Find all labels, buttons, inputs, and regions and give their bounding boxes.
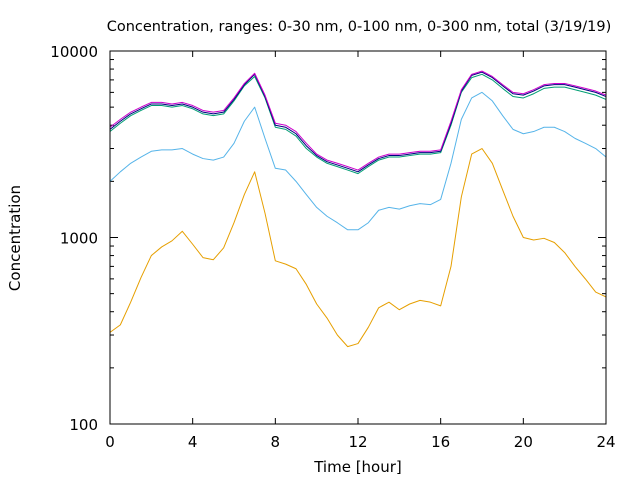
series-line-3	[109, 73, 607, 175]
series-line-4	[109, 71, 607, 173]
x-tick-label: 20	[514, 433, 533, 451]
x-tick-label: 4	[188, 433, 198, 451]
y-axis-label: Concentration	[6, 185, 24, 291]
series-line-2	[109, 91, 607, 231]
y-axis: 100 1000 10000	[50, 43, 606, 434]
x-tick-label: 16	[431, 433, 450, 451]
plot-frame	[109, 50, 607, 425]
y-tick-label: 1000	[60, 230, 98, 248]
series-layer	[109, 70, 607, 348]
x-axis: 0 4 8 12 16 20 24	[105, 51, 616, 451]
x-tick-label: 0	[105, 433, 115, 451]
x-tick-label: 12	[348, 433, 367, 451]
chart-title: Concentration, ranges: 0-30 nm, 0-100 nm…	[107, 19, 612, 35]
x-tick-label: 8	[271, 433, 281, 451]
x-axis-label: Time [hour]	[313, 458, 402, 476]
y-tick-label: 100	[69, 416, 98, 434]
x-tick-label: 24	[596, 433, 615, 451]
y-tick-label: 10000	[50, 43, 98, 61]
series-line-1	[109, 148, 607, 348]
series-line-5	[109, 70, 607, 171]
